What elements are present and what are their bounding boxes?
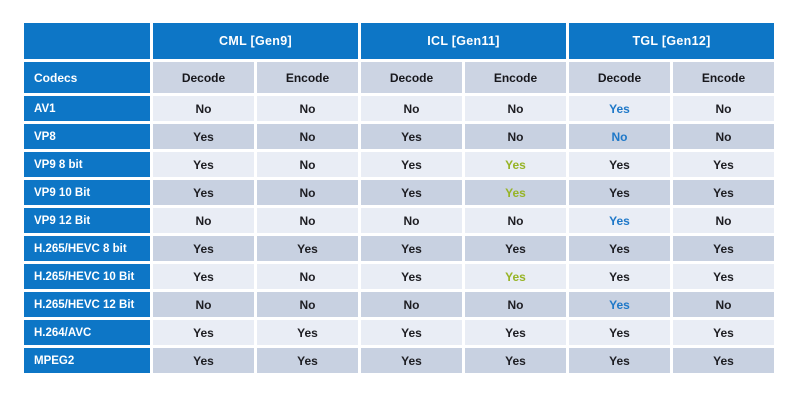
support-cell: Yes bbox=[569, 96, 670, 121]
support-cell: No bbox=[257, 124, 358, 149]
codec-label: VP9 8 bit bbox=[24, 152, 150, 177]
support-cell: No bbox=[257, 180, 358, 205]
support-cell: No bbox=[569, 124, 670, 149]
support-cell: Yes bbox=[153, 348, 254, 373]
support-cell: No bbox=[257, 208, 358, 233]
group-header-tgl: TGL [Gen12] bbox=[569, 23, 774, 59]
support-cell: Yes bbox=[257, 236, 358, 261]
subheader-cml-decode: Decode bbox=[153, 62, 254, 93]
support-cell: No bbox=[465, 124, 566, 149]
support-cell: Yes bbox=[361, 124, 462, 149]
table-row: H.265/HEVC 8 bit Yes Yes Yes Yes Yes Yes bbox=[24, 236, 774, 261]
support-cell: Yes bbox=[361, 152, 462, 177]
codec-label: VP9 10 Bit bbox=[24, 180, 150, 205]
table-row: AV1 No No No No Yes No bbox=[24, 96, 774, 121]
sub-header-row: Codecs Decode Encode Decode Encode Decod… bbox=[24, 62, 774, 93]
support-cell: Yes bbox=[257, 348, 358, 373]
support-cell: Yes bbox=[673, 320, 774, 345]
subheader-tgl-encode: Encode bbox=[673, 62, 774, 93]
table-row: VP9 12 Bit No No No No Yes No bbox=[24, 208, 774, 233]
support-cell: Yes bbox=[673, 348, 774, 373]
support-cell: Yes bbox=[361, 320, 462, 345]
table-body: AV1 No No No No Yes No VP8 Yes No Yes No No No VP9 8 b… bbox=[24, 96, 774, 373]
support-cell: No bbox=[465, 96, 566, 121]
group-header-icl: ICL [Gen11] bbox=[361, 23, 566, 59]
support-cell: Yes bbox=[153, 264, 254, 289]
support-cell: Yes bbox=[569, 264, 670, 289]
subheader-icl-encode: Encode bbox=[465, 62, 566, 93]
support-cell: Yes bbox=[153, 236, 254, 261]
support-cell: No bbox=[153, 292, 254, 317]
support-cell: No bbox=[257, 96, 358, 121]
support-cell: Yes bbox=[361, 180, 462, 205]
support-cell: Yes bbox=[569, 152, 670, 177]
support-cell: Yes bbox=[257, 320, 358, 345]
table-row: VP8 Yes No Yes No No No bbox=[24, 124, 774, 149]
codec-label: AV1 bbox=[24, 96, 150, 121]
support-cell: No bbox=[673, 292, 774, 317]
support-cell: Yes bbox=[465, 236, 566, 261]
support-cell: Yes bbox=[569, 180, 670, 205]
support-cell: Yes bbox=[465, 348, 566, 373]
subheader-cml-encode: Encode bbox=[257, 62, 358, 93]
support-cell: Yes bbox=[673, 264, 774, 289]
support-cell: Yes bbox=[361, 264, 462, 289]
support-cell: Yes bbox=[673, 180, 774, 205]
support-cell: Yes bbox=[569, 208, 670, 233]
support-cell: No bbox=[673, 96, 774, 121]
support-cell: Yes bbox=[569, 320, 670, 345]
support-cell: Yes bbox=[361, 348, 462, 373]
support-cell: Yes bbox=[569, 348, 670, 373]
codec-label: H.265/HEVC 10 Bit bbox=[24, 264, 150, 289]
support-cell: Yes bbox=[673, 152, 774, 177]
codec-label: VP9 12 Bit bbox=[24, 208, 150, 233]
support-cell: Yes bbox=[153, 124, 254, 149]
codec-label: VP8 bbox=[24, 124, 150, 149]
support-cell: Yes bbox=[465, 152, 566, 177]
support-cell: Yes bbox=[153, 320, 254, 345]
support-cell: Yes bbox=[153, 180, 254, 205]
table-row: MPEG2 Yes Yes Yes Yes Yes Yes bbox=[24, 348, 774, 373]
support-cell: No bbox=[361, 208, 462, 233]
codec-label: H.264/AVC bbox=[24, 320, 150, 345]
support-cell: Yes bbox=[465, 264, 566, 289]
support-cell: Yes bbox=[465, 180, 566, 205]
support-cell: No bbox=[673, 208, 774, 233]
support-cell: No bbox=[673, 124, 774, 149]
support-cell: Yes bbox=[569, 292, 670, 317]
support-cell: Yes bbox=[569, 236, 670, 261]
subheader-tgl-decode: Decode bbox=[569, 62, 670, 93]
table-row: H.265/HEVC 12 Bit No No No No Yes No bbox=[24, 292, 774, 317]
group-header-row: CML [Gen9] ICL [Gen11] TGL [Gen12] bbox=[24, 23, 774, 59]
subheader-icl-decode: Decode bbox=[361, 62, 462, 93]
support-cell: Yes bbox=[153, 152, 254, 177]
support-cell: No bbox=[257, 292, 358, 317]
group-header-cml: CML [Gen9] bbox=[153, 23, 358, 59]
codec-support-table: CML [Gen9] ICL [Gen11] TGL [Gen12] Codec… bbox=[21, 20, 777, 376]
support-cell: No bbox=[361, 292, 462, 317]
support-cell: No bbox=[257, 152, 358, 177]
table-row: VP9 8 bit Yes No Yes Yes Yes Yes bbox=[24, 152, 774, 177]
support-cell: Yes bbox=[673, 236, 774, 261]
table-row: VP9 10 Bit Yes No Yes Yes Yes Yes bbox=[24, 180, 774, 205]
table-row: H.264/AVC Yes Yes Yes Yes Yes Yes bbox=[24, 320, 774, 345]
table-row: H.265/HEVC 10 Bit Yes No Yes Yes Yes Yes bbox=[24, 264, 774, 289]
codec-label: H.265/HEVC 8 bit bbox=[24, 236, 150, 261]
support-cell: No bbox=[153, 96, 254, 121]
support-cell: No bbox=[465, 208, 566, 233]
support-cell: No bbox=[361, 96, 462, 121]
support-cell: Yes bbox=[361, 236, 462, 261]
support-cell: No bbox=[153, 208, 254, 233]
codec-label: MPEG2 bbox=[24, 348, 150, 373]
support-cell: No bbox=[465, 292, 566, 317]
codec-label: H.265/HEVC 12 Bit bbox=[24, 292, 150, 317]
support-cell: Yes bbox=[465, 320, 566, 345]
row-header-title: Codecs bbox=[24, 62, 150, 93]
corner-cell bbox=[24, 23, 150, 59]
support-cell: No bbox=[257, 264, 358, 289]
